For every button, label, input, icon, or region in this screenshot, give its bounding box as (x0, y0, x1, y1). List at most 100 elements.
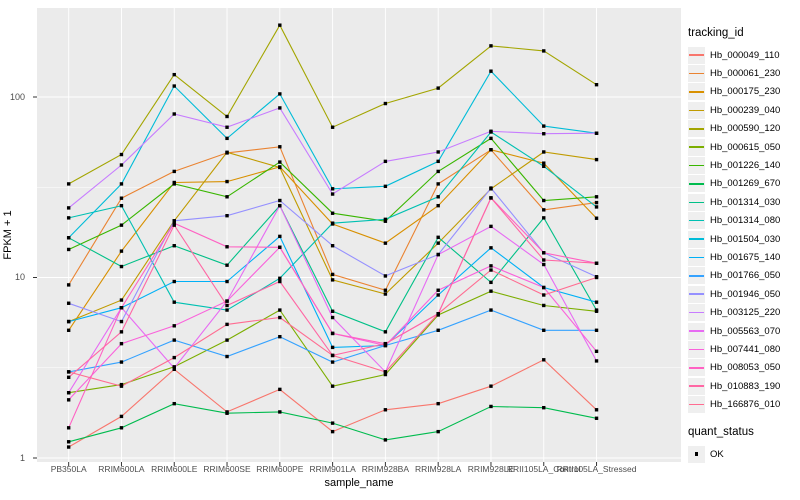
legend-entry-label: Hb_001314_030 (710, 196, 781, 208)
data-point (436, 429, 440, 434)
data-point (489, 186, 493, 190)
data-point (383, 184, 388, 189)
data-point (225, 322, 229, 327)
data-point (119, 298, 124, 302)
data-point (330, 309, 335, 313)
data-point (278, 245, 282, 249)
legend-entry-label: Hb_166876_010 (710, 399, 781, 411)
data-point (225, 303, 229, 308)
legend: tracking_id Hb_000049_110 Hb_000061_230 Hb… (688, 27, 800, 463)
data-point (119, 341, 124, 346)
legend-entry-label: Hb_000239_040 (710, 104, 781, 116)
data-point (436, 169, 440, 174)
legend-entries-tracking-id: Hb_000049_110 Hb_000061_230 Hb_000175_230 H… (688, 46, 800, 414)
data-point (383, 219, 388, 223)
legend-entry-label: Hb_000615_050 (710, 141, 781, 153)
data-point (542, 150, 546, 154)
data-point (66, 182, 71, 186)
legend-entry: Hb_000590_120 (688, 120, 800, 138)
legend-entry-quant-status: OK (688, 445, 800, 463)
data-point (542, 208, 546, 212)
data-point (225, 213, 229, 218)
data-point (542, 198, 546, 203)
data-point (278, 334, 282, 339)
data-point (225, 338, 229, 342)
data-point (436, 235, 440, 239)
legend-key-line-swatch (688, 285, 705, 303)
data-point (172, 169, 176, 174)
y-tick-label: 10 (14, 272, 25, 282)
data-point (66, 319, 71, 324)
legend-entry-label: Hb_001269_670 (710, 178, 781, 190)
data-point (278, 279, 282, 284)
legend-key-line-swatch (688, 212, 705, 230)
data-point (330, 315, 335, 320)
data-point (66, 301, 71, 305)
legend-line-icon (689, 238, 704, 240)
data-point (330, 211, 335, 215)
data-point (542, 49, 546, 53)
legend-key-line-swatch (688, 359, 705, 377)
legend-entry-label: Hb_010883_190 (710, 380, 781, 392)
data-point (172, 219, 176, 223)
data-point (489, 289, 493, 293)
data-point (172, 84, 176, 88)
legend-key-line-swatch (688, 340, 705, 358)
legend-line-icon (689, 256, 704, 259)
data-point (489, 308, 493, 312)
data-point (383, 292, 388, 296)
legend-entry-label: Hb_001226_140 (710, 160, 781, 172)
data-point (436, 159, 440, 164)
data-point (489, 224, 493, 229)
data-point (383, 159, 388, 164)
legend-key-line-swatch (688, 101, 705, 119)
data-point (594, 300, 599, 304)
data-point (278, 387, 282, 392)
data-point (119, 223, 124, 227)
legend-entry-label: Hb_000590_120 (710, 123, 781, 135)
data-point (489, 246, 493, 250)
legend-key-line-swatch (688, 396, 705, 414)
data-point (330, 187, 335, 191)
data-point (594, 416, 599, 420)
data-point (172, 223, 176, 227)
legend-key-line-swatch (688, 377, 705, 395)
data-point (330, 192, 335, 196)
legend-entry-label: Hb_003125_220 (710, 307, 781, 319)
legend-entry-label: Hb_001504_030 (710, 233, 781, 245)
legend-key-line-swatch (688, 138, 705, 156)
data-point (119, 203, 124, 208)
data-point (436, 293, 440, 297)
data-point (119, 249, 124, 253)
data-point (330, 221, 335, 225)
data-point (542, 285, 546, 290)
data-point (225, 279, 229, 284)
data-point (225, 308, 229, 312)
legend-entry-label: Hb_001314_080 (710, 215, 781, 227)
data-point (594, 308, 599, 312)
legend-entry: Hb_001314_030 (688, 193, 800, 211)
legend-key-line-swatch (688, 267, 705, 285)
data-point (542, 161, 546, 165)
data-point (66, 398, 71, 402)
legend-entry-label: Hb_005563_070 (710, 325, 781, 337)
data-point (330, 353, 335, 358)
data-point (278, 165, 282, 170)
data-point (330, 244, 335, 248)
data-point (225, 179, 229, 184)
legend-key-line-swatch (688, 304, 705, 322)
data-point (383, 241, 388, 245)
legend-entry-label: Hb_001766_050 (710, 270, 781, 282)
data-point (436, 328, 440, 332)
data-point (278, 234, 282, 239)
data-point (542, 216, 546, 220)
data-point (542, 405, 546, 410)
x-tick-label: RRII105LA_Control (506, 464, 581, 474)
data-point (330, 272, 335, 277)
legend-entry: Hb_008053_050 (688, 359, 800, 377)
x-tick-label: RRIM901LA (309, 464, 356, 474)
data-point (225, 263, 229, 267)
data-point (383, 101, 388, 106)
x-tick-label: RRIM928LA (415, 464, 462, 474)
legend-entry: Hb_001504_030 (688, 230, 800, 248)
